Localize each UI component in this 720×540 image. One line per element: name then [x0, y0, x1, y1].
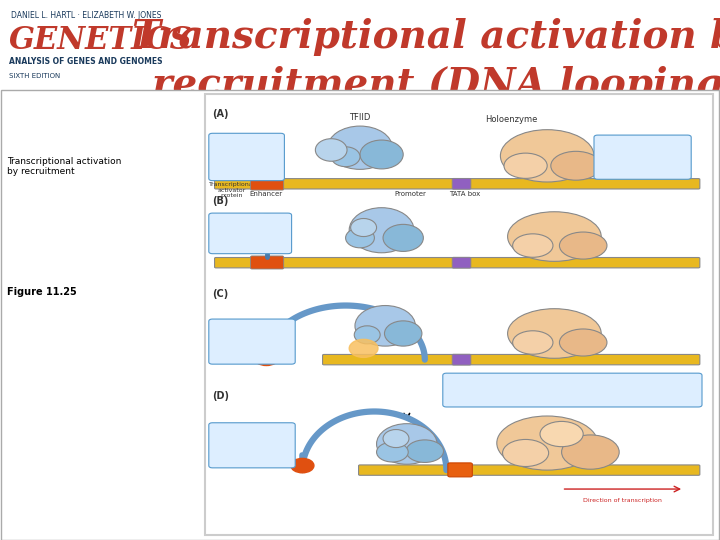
Ellipse shape: [513, 234, 553, 257]
Ellipse shape: [508, 212, 601, 261]
FancyBboxPatch shape: [209, 423, 295, 468]
Ellipse shape: [497, 416, 598, 470]
Ellipse shape: [252, 145, 278, 164]
FancyBboxPatch shape: [209, 319, 295, 364]
Ellipse shape: [377, 424, 437, 464]
Text: Figure 11.25: Figure 11.25: [7, 287, 77, 298]
FancyBboxPatch shape: [205, 93, 713, 536]
Ellipse shape: [559, 329, 607, 356]
FancyBboxPatch shape: [251, 177, 284, 190]
FancyBboxPatch shape: [209, 213, 292, 254]
Ellipse shape: [503, 440, 549, 467]
Text: DANIEL L. HARTL · ELIZABETH W. JONES: DANIEL L. HARTL · ELIZABETH W. JONES: [11, 11, 161, 19]
Ellipse shape: [349, 208, 414, 253]
Circle shape: [291, 458, 314, 473]
Ellipse shape: [383, 429, 409, 448]
Ellipse shape: [562, 435, 619, 469]
FancyBboxPatch shape: [443, 373, 702, 407]
Text: The fully assembled
transcription complex
is ready to initiate
transcription.: The fully assembled transcription comple…: [220, 434, 284, 456]
Ellipse shape: [255, 135, 275, 151]
Ellipse shape: [354, 326, 380, 344]
Text: Transcriptional activation by
recruitment (DNA looping): Transcriptional activation by recruitmen…: [132, 18, 720, 104]
Ellipse shape: [551, 151, 601, 180]
Ellipse shape: [500, 130, 594, 182]
Text: Recruitment of TFIID brings the TBP into
contact with the TATA box and also recr: Recruitment of TFIID brings the TBP into…: [509, 379, 636, 401]
Ellipse shape: [377, 442, 408, 462]
FancyBboxPatch shape: [452, 178, 471, 189]
Ellipse shape: [383, 225, 423, 252]
FancyBboxPatch shape: [359, 465, 700, 475]
Text: GENETICS: GENETICS: [9, 25, 192, 56]
Text: The RNA polymerase
holoenzyme contains
Pol II plus at least 9
other subunits. Po: The RNA polymerase holoenzyme contains P…: [611, 143, 675, 171]
Ellipse shape: [331, 147, 360, 167]
Ellipse shape: [406, 440, 444, 462]
FancyBboxPatch shape: [594, 135, 691, 179]
Ellipse shape: [315, 139, 347, 161]
Text: TATA box: TATA box: [449, 191, 480, 198]
Text: TFIID: TFIID: [349, 112, 371, 122]
Ellipse shape: [559, 232, 607, 259]
Ellipse shape: [384, 321, 422, 346]
FancyBboxPatch shape: [251, 256, 284, 269]
Text: The transcription factor
TFIID contains the
TATA box binding
protein (TBP) plus : The transcription factor TFIID contains …: [212, 140, 282, 174]
Text: SIXTH EDITION: SIXTH EDITION: [9, 73, 60, 79]
Text: (D): (D): [212, 391, 230, 401]
Ellipse shape: [513, 331, 553, 354]
Ellipse shape: [508, 309, 601, 358]
Ellipse shape: [504, 153, 547, 178]
FancyBboxPatch shape: [215, 179, 700, 189]
Ellipse shape: [355, 306, 415, 346]
Ellipse shape: [351, 219, 377, 237]
Text: (B): (B): [212, 196, 229, 206]
Ellipse shape: [360, 140, 403, 169]
Text: (A): (A): [212, 109, 229, 119]
Circle shape: [253, 349, 279, 366]
FancyBboxPatch shape: [452, 257, 471, 268]
Ellipse shape: [256, 214, 279, 232]
Ellipse shape: [253, 224, 282, 246]
FancyBboxPatch shape: [215, 258, 700, 268]
Text: Promoter: Promoter: [395, 191, 426, 198]
Text: ANALYSIS OF GENES AND GENOMES: ANALYSIS OF GENES AND GENOMES: [9, 57, 162, 66]
Text: Holoenzyme: Holoenzyme: [485, 115, 537, 124]
FancyBboxPatch shape: [452, 354, 471, 365]
FancyBboxPatch shape: [448, 463, 472, 477]
FancyBboxPatch shape: [209, 133, 284, 181]
Ellipse shape: [540, 421, 583, 447]
Circle shape: [349, 339, 378, 357]
Text: The transcriptional
activator protein binds
with its target site, an
enhancer se: The transcriptional activator protein bi…: [217, 219, 284, 247]
Ellipse shape: [346, 228, 374, 248]
Text: The bound DNA loops
and makes contact with
at least one component
of TFIID; this: The bound DNA loops and makes contact wi…: [217, 327, 287, 356]
Text: Enhancer: Enhancer: [250, 191, 283, 198]
Text: Transcriptional
activator
protein: Transcriptional activator protein: [209, 182, 255, 198]
Text: (C): (C): [212, 288, 229, 299]
Text: Transcriptional activation
by recruitment: Transcriptional activation by recruitmen…: [7, 157, 122, 176]
FancyBboxPatch shape: [323, 354, 700, 365]
FancyBboxPatch shape: [1, 90, 719, 539]
Text: Direction of transcription: Direction of transcription: [583, 498, 662, 503]
Ellipse shape: [328, 126, 392, 170]
